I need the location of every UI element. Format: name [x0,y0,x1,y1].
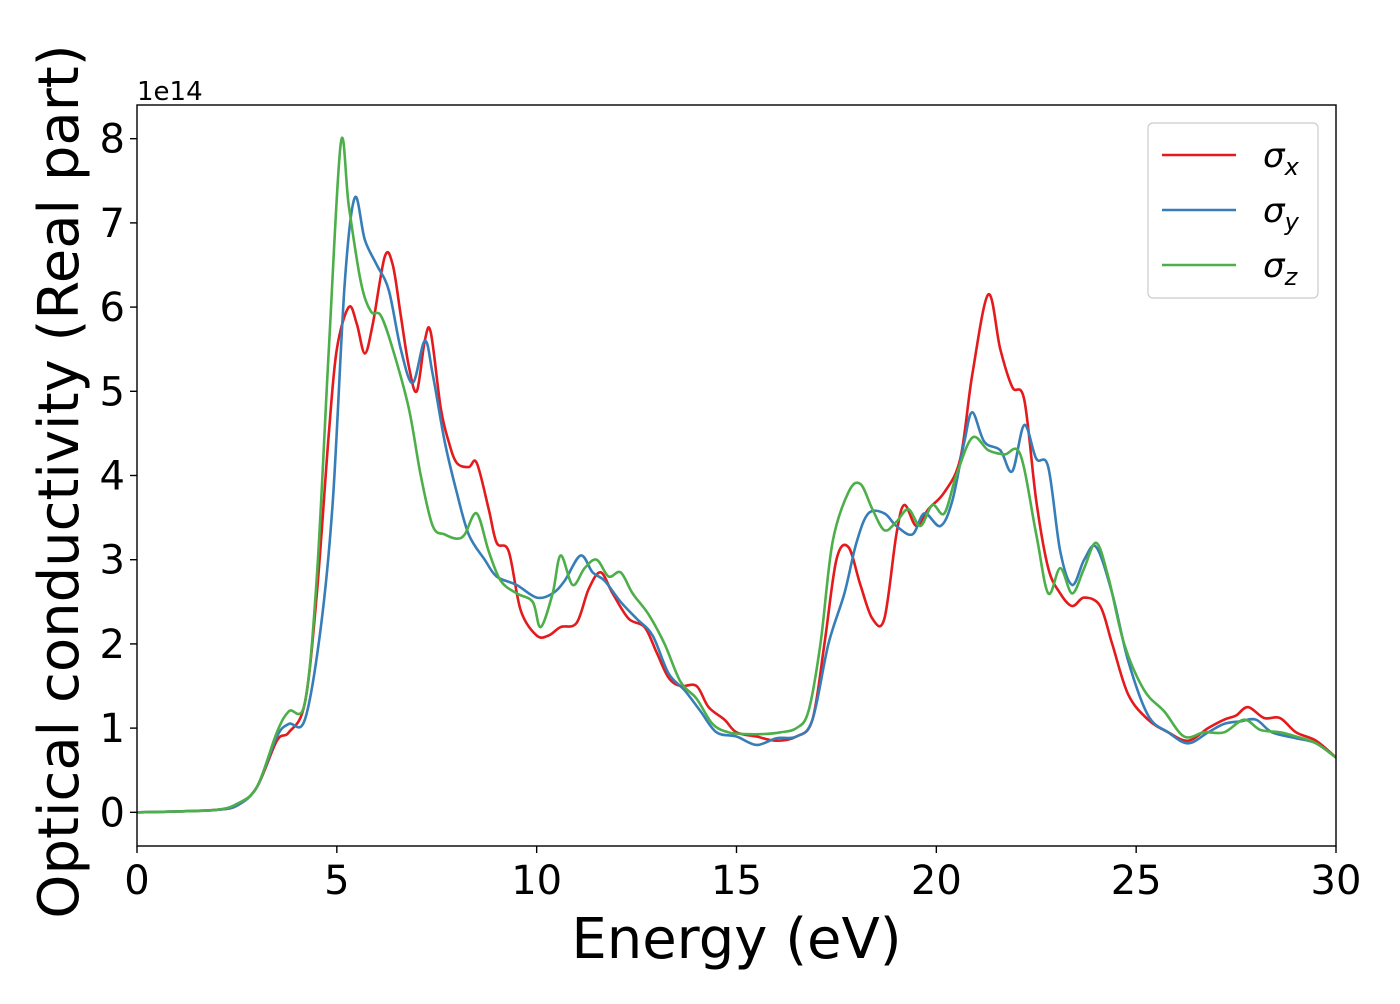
legend-item-x: σx [1162,136,1300,181]
x-tick-label: 25 [1111,858,1162,904]
legend-label: σz [1263,246,1299,291]
series-line-x [137,251,1336,814]
series-line-y [137,195,1336,814]
y-tick-label: 2 [100,622,125,668]
x-axis: 0 5 10 15 20 25 30 [124,846,1361,904]
y-tick-label: 1 [100,706,125,752]
y-axis-offset-label: 1e14 [137,77,203,107]
y-tick-label: 4 [100,454,125,500]
x-tick-label: 0 [124,858,149,904]
x-tick-label: 5 [324,858,349,904]
y-tick-label: 0 [100,790,125,836]
y-tick-label: 8 [100,117,125,163]
x-axis-title: Energy (eV) [571,907,901,972]
y-axis: 0 1 2 3 4 5 6 7 8 [100,117,137,836]
legend-item-y: σy [1162,191,1300,236]
legend-label: σx [1263,136,1300,181]
legend: σx σy σz [1147,122,1319,299]
legend-label: σy [1263,191,1300,236]
y-tick-label: 7 [100,201,125,247]
x-tick-label: 20 [911,858,962,904]
y-axis-title: Optical conductivity (Real part) [27,44,92,918]
legend-item-z: σz [1162,246,1299,291]
x-tick-label: 30 [1311,858,1362,904]
y-tick-label: 6 [100,285,125,331]
y-tick-label: 5 [100,369,125,415]
x-tick-label: 15 [711,858,762,904]
y-tick-label: 3 [100,538,125,584]
series-line-z [137,136,1336,814]
x-tick-label: 10 [511,858,562,904]
